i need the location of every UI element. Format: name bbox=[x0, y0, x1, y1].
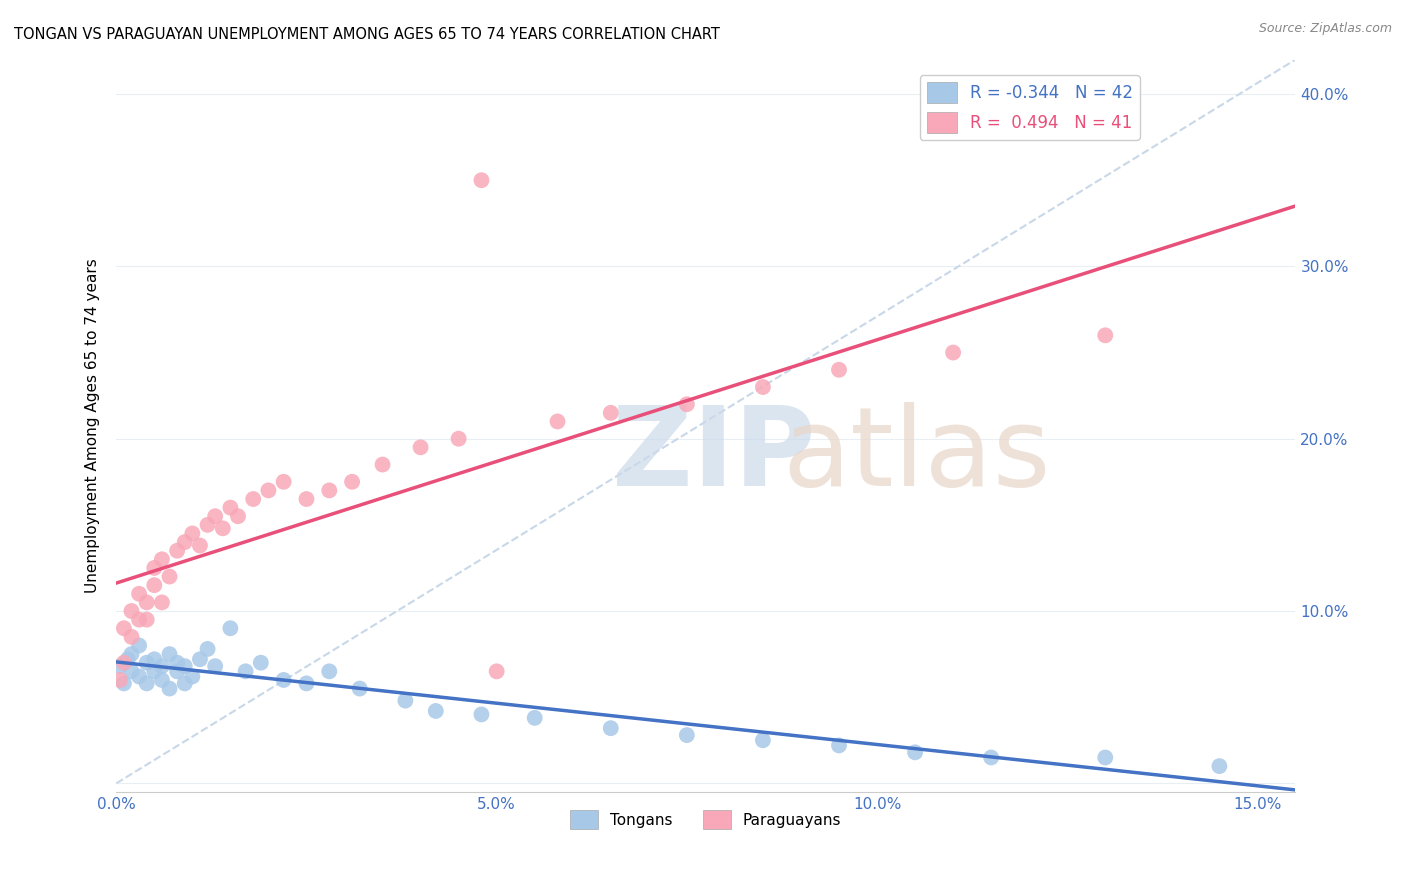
Point bbox=[547, 415, 569, 429]
Point bbox=[159, 681, 181, 696]
Point bbox=[181, 526, 204, 541]
Point bbox=[523, 711, 546, 725]
Point bbox=[108, 673, 131, 687]
Point bbox=[128, 669, 150, 683]
Point bbox=[219, 621, 242, 635]
Point bbox=[349, 681, 371, 696]
Point bbox=[371, 458, 394, 472]
Point bbox=[470, 173, 492, 187]
Point bbox=[112, 621, 135, 635]
Point bbox=[135, 656, 157, 670]
Point bbox=[828, 739, 851, 753]
Point bbox=[980, 750, 1002, 764]
Point bbox=[135, 676, 157, 690]
Point bbox=[150, 595, 173, 609]
Point bbox=[143, 561, 166, 575]
Text: Source: ZipAtlas.com: Source: ZipAtlas.com bbox=[1258, 22, 1392, 36]
Point bbox=[181, 669, 204, 683]
Point bbox=[166, 665, 188, 679]
Point bbox=[226, 509, 249, 524]
Point bbox=[150, 552, 173, 566]
Point bbox=[197, 642, 219, 657]
Point bbox=[166, 543, 188, 558]
Point bbox=[394, 693, 416, 707]
Point bbox=[128, 613, 150, 627]
Point bbox=[828, 363, 851, 377]
Point bbox=[318, 665, 340, 679]
Point bbox=[204, 509, 226, 524]
Y-axis label: Unemployment Among Ages 65 to 74 years: Unemployment Among Ages 65 to 74 years bbox=[86, 259, 100, 593]
Point bbox=[128, 639, 150, 653]
Point bbox=[752, 380, 775, 394]
Point bbox=[409, 440, 432, 454]
Point bbox=[599, 721, 621, 735]
Point bbox=[273, 475, 295, 489]
Point bbox=[143, 652, 166, 666]
Point bbox=[166, 656, 188, 670]
Point bbox=[173, 659, 195, 673]
Point bbox=[318, 483, 340, 498]
Point bbox=[188, 539, 211, 553]
Point bbox=[676, 397, 699, 411]
Point bbox=[173, 535, 195, 549]
Point bbox=[159, 647, 181, 661]
Point bbox=[121, 604, 143, 618]
Point bbox=[121, 630, 143, 644]
Point bbox=[295, 676, 318, 690]
Point bbox=[485, 665, 508, 679]
Point bbox=[340, 475, 363, 489]
Point bbox=[425, 704, 447, 718]
Point bbox=[676, 728, 699, 742]
Point bbox=[752, 733, 775, 747]
Point bbox=[447, 432, 470, 446]
Point bbox=[135, 595, 157, 609]
Point bbox=[135, 613, 157, 627]
Legend: Tongans, Paraguayans: Tongans, Paraguayans bbox=[564, 804, 848, 836]
Point bbox=[295, 491, 318, 506]
Point bbox=[128, 587, 150, 601]
Point bbox=[121, 647, 143, 661]
Text: TONGAN VS PARAGUAYAN UNEMPLOYMENT AMONG AGES 65 TO 74 YEARS CORRELATION CHART: TONGAN VS PARAGUAYAN UNEMPLOYMENT AMONG … bbox=[14, 27, 720, 42]
Point bbox=[117, 652, 139, 666]
Point bbox=[121, 665, 143, 679]
Point bbox=[470, 707, 492, 722]
Point bbox=[219, 500, 242, 515]
Point bbox=[188, 652, 211, 666]
Point bbox=[150, 659, 173, 673]
Point bbox=[108, 659, 131, 673]
Point bbox=[942, 345, 965, 359]
Point bbox=[242, 491, 264, 506]
Point bbox=[112, 656, 135, 670]
Point bbox=[599, 406, 621, 420]
Point bbox=[204, 659, 226, 673]
Text: atlas: atlas bbox=[783, 401, 1052, 508]
Point bbox=[1094, 750, 1116, 764]
Point bbox=[173, 676, 195, 690]
Point bbox=[250, 656, 273, 670]
Point bbox=[197, 517, 219, 532]
Point bbox=[112, 676, 135, 690]
Point bbox=[143, 665, 166, 679]
Point bbox=[235, 665, 257, 679]
Point bbox=[1208, 759, 1230, 773]
Point bbox=[1094, 328, 1116, 343]
Point bbox=[159, 569, 181, 583]
Point bbox=[150, 673, 173, 687]
Text: ZIP: ZIP bbox=[612, 401, 815, 508]
Point bbox=[211, 521, 233, 535]
Point bbox=[257, 483, 280, 498]
Point bbox=[273, 673, 295, 687]
Point bbox=[143, 578, 166, 592]
Point bbox=[904, 745, 927, 759]
